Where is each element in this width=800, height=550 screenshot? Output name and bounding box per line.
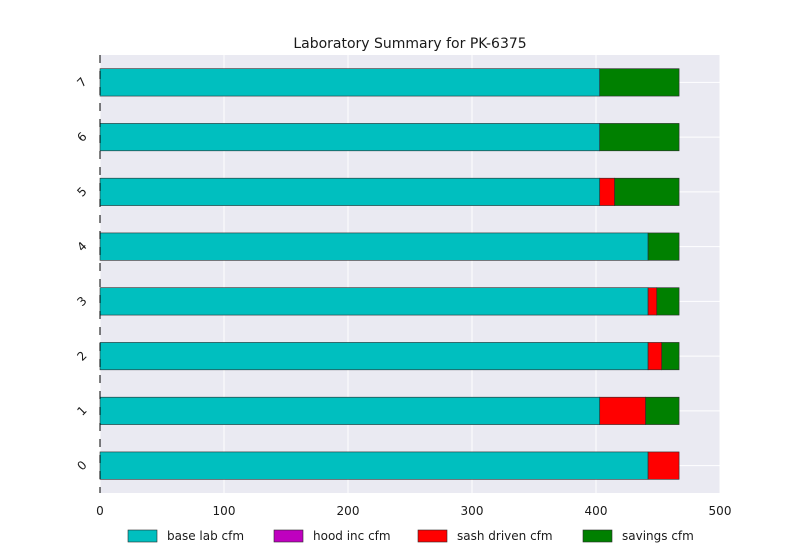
- x-tick-label: 300: [461, 504, 484, 518]
- y-tick-label: 4: [74, 239, 89, 254]
- legend-swatch: [417, 529, 448, 543]
- plot-area: [100, 55, 720, 493]
- bar-base-lab-cfm-2: [99, 342, 649, 371]
- bar-savings-cfm-4: [647, 232, 680, 261]
- y-tick-label: 2: [74, 348, 89, 363]
- x-tick-label: 400: [585, 504, 608, 518]
- y-tick-label: 5: [74, 184, 89, 199]
- x-tick-label: 100: [213, 504, 236, 518]
- legend-label: sash driven cfm: [457, 529, 553, 543]
- x-tick-label: 200: [337, 504, 360, 518]
- bar-base-lab-cfm-4: [99, 232, 649, 261]
- y-tick-label: 6: [74, 129, 89, 144]
- bar-sash-driven-cfm-2: [647, 342, 663, 371]
- legend-label: savings cfm: [622, 529, 694, 543]
- y-tick-label: 1: [74, 403, 89, 418]
- y-tick-label: 7: [74, 75, 89, 90]
- y-tick-label: 3: [74, 294, 89, 309]
- legend-label: hood inc cfm: [313, 529, 391, 543]
- bar-sash-driven-cfm-3: [647, 287, 658, 316]
- bar-savings-cfm-6: [599, 123, 680, 152]
- legend-swatch: [582, 529, 613, 543]
- legend-label: base lab cfm: [167, 529, 244, 543]
- bar-sash-driven-cfm-1: [599, 396, 646, 425]
- bar-savings-cfm-2: [661, 342, 680, 371]
- chart-title: Laboratory Summary for PK-6375: [293, 36, 526, 52]
- bar-savings-cfm-7: [599, 68, 680, 97]
- bar-sash-driven-cfm-0: [647, 451, 680, 480]
- bar-base-lab-cfm-7: [99, 68, 601, 97]
- bar-base-lab-cfm-3: [99, 287, 649, 316]
- bar-savings-cfm-1: [645, 396, 680, 425]
- bar-base-lab-cfm-1: [99, 396, 601, 425]
- bar-base-lab-cfm-6: [99, 123, 601, 152]
- legend-swatch: [127, 529, 158, 543]
- bar-savings-cfm-5: [614, 177, 680, 206]
- y-tick-label: 0: [74, 458, 89, 473]
- bar-base-lab-cfm-5: [99, 177, 601, 206]
- legend-swatch: [273, 529, 304, 543]
- bar-savings-cfm-3: [656, 287, 680, 316]
- x-tick-label: 500: [709, 504, 732, 518]
- bar-base-lab-cfm-0: [99, 451, 649, 480]
- x-tick-label: 0: [96, 504, 104, 518]
- bar-sash-driven-cfm-5: [599, 177, 615, 206]
